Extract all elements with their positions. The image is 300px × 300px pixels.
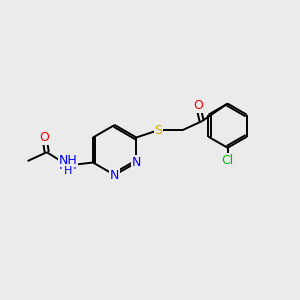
Text: O: O [193,100,203,112]
Text: N: N [132,156,141,169]
Text: N: N [110,169,119,182]
Text: O: O [40,131,49,144]
Text: Cl: Cl [221,154,234,167]
Text: H: H [64,166,72,176]
Text: NH: NH [58,159,77,172]
Text: NH: NH [58,154,77,167]
Text: S: S [154,124,162,136]
